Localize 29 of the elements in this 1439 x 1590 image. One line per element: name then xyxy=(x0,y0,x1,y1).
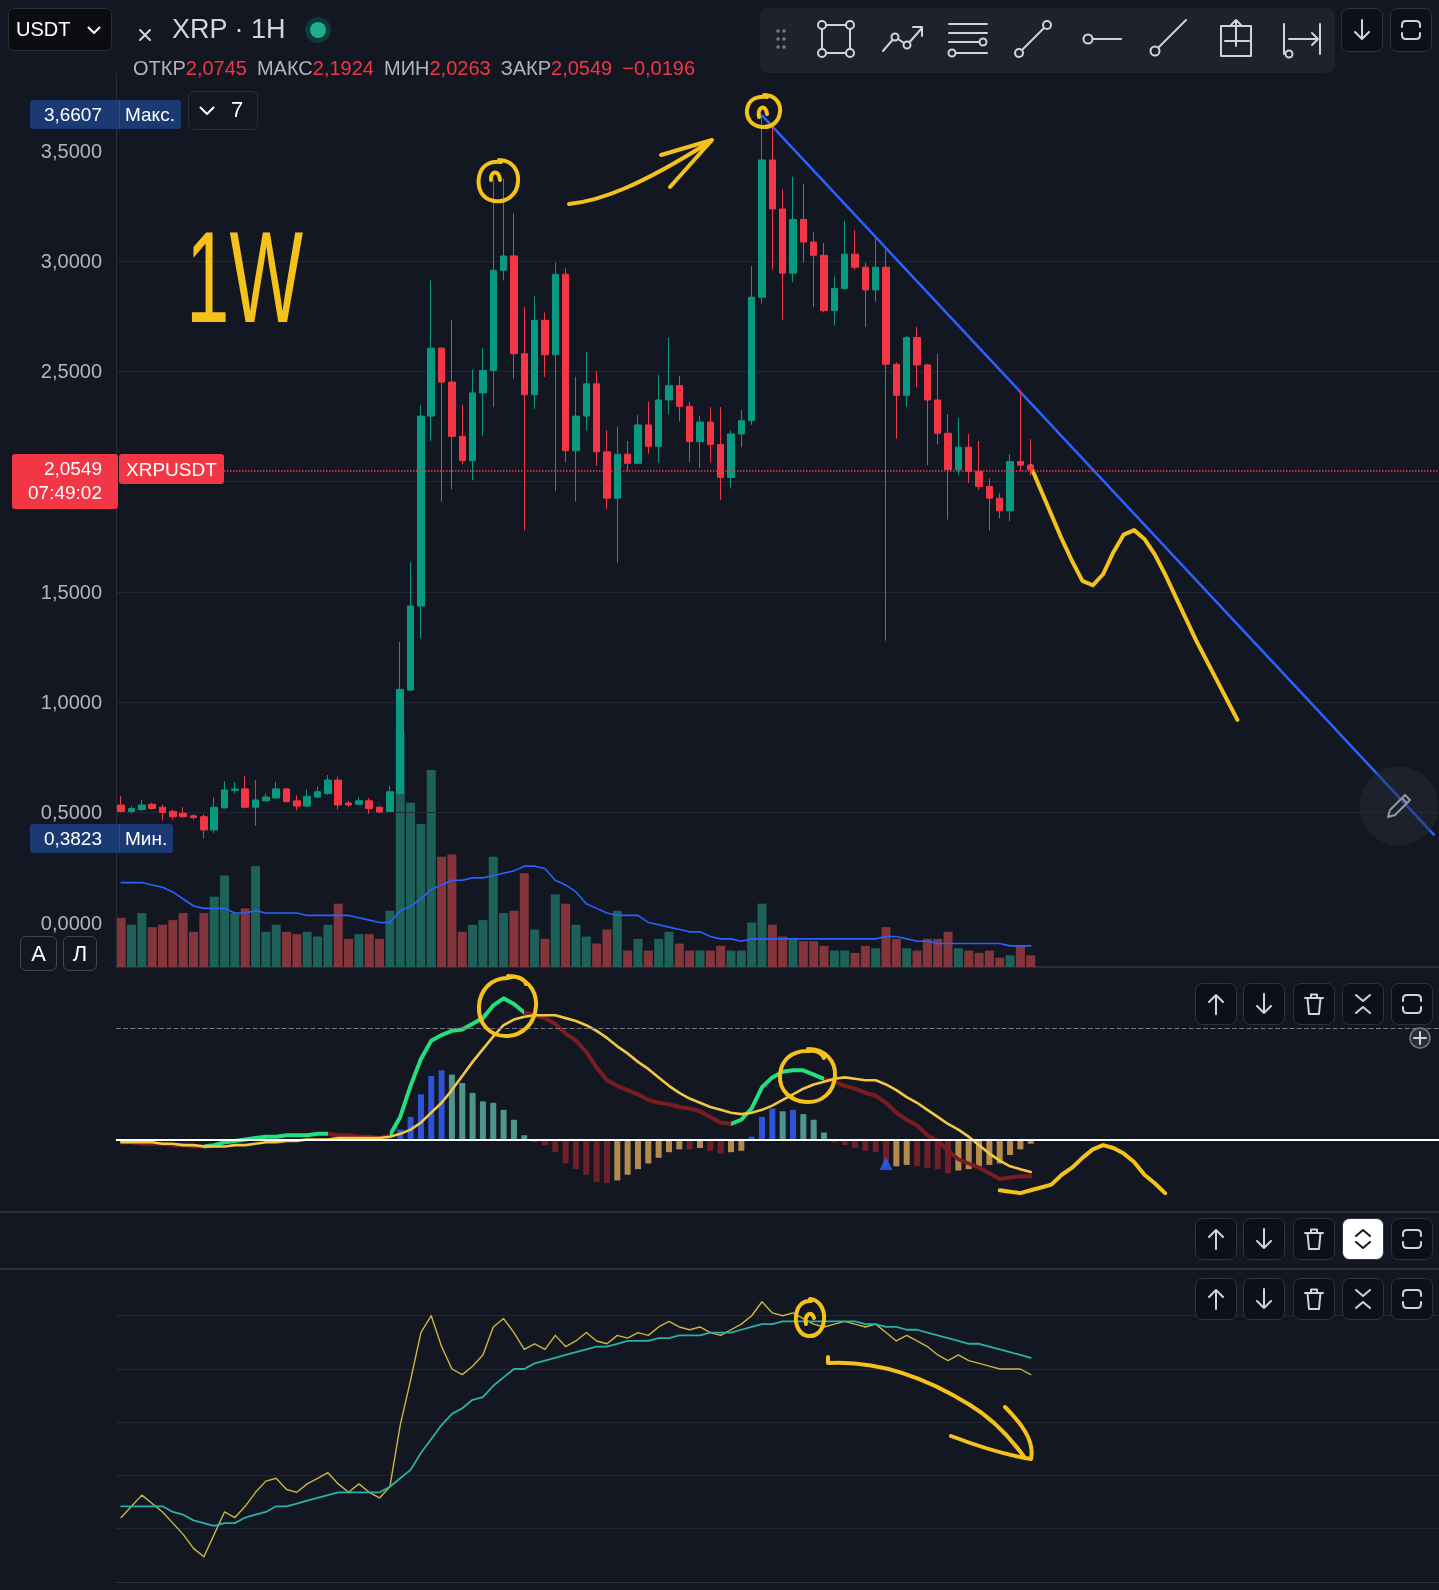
text: 3,6607 xyxy=(42,103,102,125)
annotation: 7 xyxy=(231,97,244,122)
annotation: −0,0196 xyxy=(622,57,696,79)
annotation: МАКС xyxy=(256,57,313,79)
text: USDT xyxy=(16,18,71,40)
annotation: 2,0263 xyxy=(429,57,491,79)
annotation: МИН xyxy=(383,57,430,79)
annotation: ОТКР xyxy=(133,57,186,79)
text: Л xyxy=(71,941,89,966)
text: А xyxy=(30,941,47,966)
text: 0,3823 xyxy=(42,827,102,849)
y-tick-label: 1,5000 xyxy=(40,580,102,603)
text: 2,0549 xyxy=(42,458,102,480)
text: 07:49:02 xyxy=(27,482,102,504)
y-tick-label: 1,0000 xyxy=(40,691,102,714)
y-tick-label: 2,5000 xyxy=(40,360,102,383)
annotation: Мин. xyxy=(125,827,168,849)
annotation: Макс. xyxy=(125,103,175,125)
annotation: 2,0549 xyxy=(551,57,613,79)
annotation: 2,0745 xyxy=(185,57,247,79)
chart-title: XRP · 1H xyxy=(172,14,286,44)
annotation: 1W xyxy=(186,204,303,350)
annotation: 2,1924 xyxy=(312,57,374,79)
annotation: ЗАКР xyxy=(500,57,552,79)
y-tick-label: 3,0000 xyxy=(40,250,102,272)
y-tick-label: 0,0000 xyxy=(40,911,102,934)
y-tick-label: 3,5000 xyxy=(40,139,102,162)
ref-line-label: XRPUSDT xyxy=(126,458,217,480)
y-tick-label: 0,5000 xyxy=(40,801,102,824)
